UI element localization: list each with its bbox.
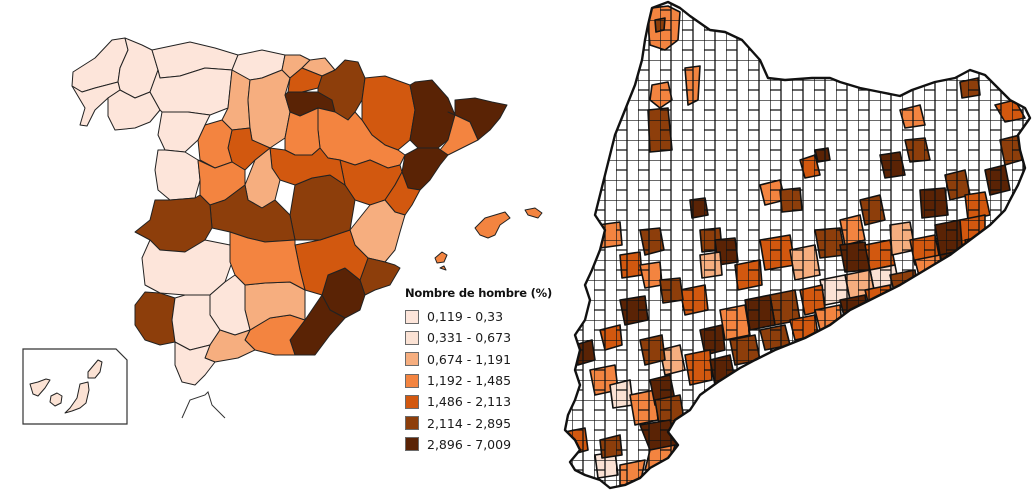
- legend-swatch: [405, 352, 419, 367]
- legend-label: 0,331 - 0,673: [427, 330, 512, 346]
- province-huelva: [134, 291, 176, 346]
- island-fuerteventura: [64, 381, 90, 414]
- island-lanzarote: [87, 359, 103, 379]
- legend-item: 1,192 - 1,485: [405, 370, 575, 391]
- canary-islands-inset: [22, 348, 128, 425]
- legend-label: 0,119 - 0,33: [427, 309, 504, 325]
- map-legend: Nombre de hombre (%) 0,119 - 0,33 0,331 …: [405, 286, 575, 455]
- province-zamora: [157, 111, 211, 153]
- island-gran-canaria: [49, 392, 63, 407]
- province-ourense: [107, 89, 161, 131]
- island-menorca: [524, 207, 543, 219]
- legend-label: 0,674 - 1,191: [427, 351, 512, 367]
- province-soria: [284, 107, 321, 156]
- province-barcelona: [439, 111, 479, 156]
- spain-province-map: [22, 37, 543, 425]
- island-ibiza: [434, 251, 448, 264]
- catalonia-municipality-map: [563, 0, 1032, 490]
- catalonia-outline: [563, 0, 1032, 490]
- legend-item: 2,896 - 7,009: [405, 434, 575, 455]
- legend-title: Nombre de hombre (%): [405, 286, 553, 300]
- province-burgos: [247, 69, 291, 149]
- legend-swatch: [405, 416, 419, 431]
- province-leon: [149, 67, 233, 116]
- spain-provinces: [71, 37, 508, 386]
- province-salamanca: [154, 149, 201, 201]
- legend-label: 1,486 - 2,113: [427, 394, 512, 410]
- legend-item: 2,114 - 2,895: [405, 412, 575, 433]
- island-mallorca: [474, 211, 511, 239]
- morocco-coastline: [181, 391, 226, 419]
- legend-swatch: [405, 373, 419, 388]
- province-tarragona: [401, 147, 449, 191]
- legend-item: 1,486 - 2,113: [405, 391, 575, 412]
- legend-swatch: [405, 437, 419, 452]
- province-guadalajara: [269, 147, 346, 186]
- province-cadiz: [174, 341, 216, 386]
- province-ciudad-real: [229, 231, 306, 291]
- legend-item: 0,331 - 0,673: [405, 327, 575, 348]
- island-tenerife: [29, 378, 51, 397]
- island-formentera: [439, 265, 447, 271]
- legend-item: 0,119 - 0,33: [405, 306, 575, 327]
- legend-swatch: [405, 309, 419, 324]
- legend-item: 0,674 - 1,191: [405, 349, 575, 370]
- balearic-islands: [434, 207, 543, 271]
- legend-label: 2,896 - 7,009: [427, 436, 512, 452]
- legend-label: 1,192 - 1,485: [427, 373, 512, 389]
- legend-swatch: [405, 330, 419, 345]
- legend-swatch: [405, 394, 419, 409]
- legend-label: 2,114 - 2,895: [427, 415, 512, 431]
